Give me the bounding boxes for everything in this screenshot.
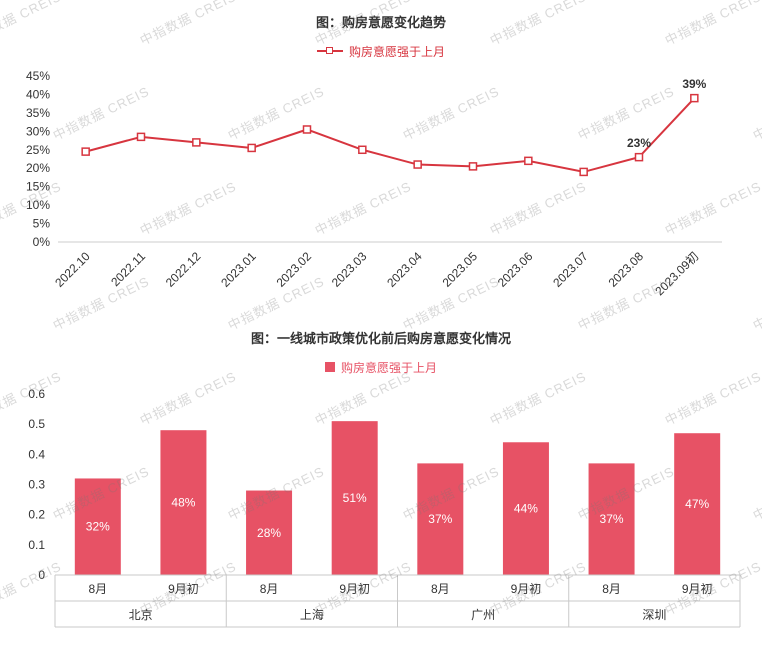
data-point-marker[interactable]	[524, 156, 533, 166]
x-axis-city-label: 广州	[471, 608, 495, 622]
data-point-label: 39%	[682, 77, 706, 91]
bar[interactable]	[502, 442, 549, 575]
x-axis-period-label: 9月初	[511, 582, 542, 596]
bar[interactable]	[331, 421, 378, 575]
bar-value-label: 48%	[171, 496, 195, 510]
x-axis-tick-label: 2022.10	[52, 249, 93, 290]
x-axis-period-label: 9月初	[339, 582, 370, 596]
line-legend-label: 购房意愿强于上月	[348, 44, 445, 59]
bar[interactable]	[417, 463, 464, 575]
line-chart-legend[interactable]: 购房意愿强于上月	[0, 42, 762, 60]
data-point-marker[interactable]	[468, 162, 478, 171]
bar-chart-section: 图：一线城市政策优化前后购房意愿变化情况 购房意愿强于上月 0 0.1 0.2 0.3…	[0, 330, 762, 650]
bar-value-label: 37%	[600, 512, 624, 526]
data-point-marker[interactable]	[247, 143, 256, 153]
y-axis-tick-label: 35%	[26, 106, 50, 120]
bar[interactable]	[674, 433, 721, 575]
data-point-label: 23%	[627, 136, 651, 150]
x-axis-tick-label: 2023.02	[274, 249, 315, 290]
x-axis-tick-label: 2022.12	[163, 249, 204, 290]
bar-legend-label: 购房意愿强于上月	[340, 360, 437, 375]
x-axis-period-label: 9月初	[168, 582, 199, 596]
line-chart-canvas: 0% 5% 10% 15% 20% 25% 30% 35% 40% 45% 23% 39% 2022.1…	[26, 69, 722, 298]
bar-value-label: 47%	[685, 497, 709, 511]
x-axis-tick-label: 2023.01	[218, 249, 259, 290]
x-axis-tick-label: 2023.04	[384, 249, 425, 290]
line-series	[85, 97, 696, 173]
x-axis-tick-label: 2022.11	[108, 249, 148, 289]
x-axis-tick-label: 2023.07	[550, 249, 591, 290]
bar-chart-legend[interactable]: 购房意愿强于上月	[0, 358, 762, 376]
y-axis-tick-label: 25%	[26, 143, 50, 157]
x-axis-city-label: 北京	[129, 608, 153, 622]
line-chart-title: 图：购房意愿变化趋势	[315, 15, 446, 30]
y-axis-tick-label: 30%	[26, 124, 50, 138]
y-axis-tick-label: 15%	[26, 180, 50, 194]
bar-value-label: 51%	[343, 491, 367, 505]
bar[interactable]	[160, 430, 207, 575]
bar-chart-canvas: 0 0.1 0.2 0.3 0.4 0.5 0.6 32% 48% 28% 51% 37% 44% 37%…	[28, 387, 741, 628]
y-axis-tick-label: 10%	[26, 198, 50, 212]
data-point-marker[interactable]	[136, 132, 146, 142]
bar-value-label: 32%	[86, 520, 110, 534]
data-point-marker[interactable]	[413, 160, 422, 169]
y-axis-tick-label: 0	[38, 568, 45, 582]
bar-value-label: 28%	[257, 526, 281, 540]
bar-value-label: 44%	[514, 502, 538, 516]
y-axis-tick-label: 0.4	[28, 447, 45, 461]
x-axis-period-label: 9月初	[682, 582, 713, 596]
data-point-marker[interactable]	[302, 125, 312, 134]
y-axis-tick-label: 45%	[26, 69, 50, 83]
data-point-marker[interactable]	[358, 145, 367, 155]
bar-value-label: 37%	[428, 512, 452, 526]
x-axis-tick-label: 2023.08	[606, 249, 647, 290]
line-series-marker-icon	[316, 47, 343, 54]
y-axis-tick-label: 0.3	[28, 478, 45, 492]
bar-series-marker-icon	[324, 362, 335, 372]
data-point-marker[interactable]	[690, 93, 699, 103]
x-axis-tick-label: 2023.06	[495, 249, 536, 290]
x-axis-period-label: 8月	[431, 582, 450, 596]
x-axis-city-label: 深圳	[642, 608, 666, 622]
data-point-marker[interactable]	[634, 152, 644, 162]
y-axis-tick-label: 5%	[33, 217, 51, 231]
y-axis-tick-label: 0.5	[28, 417, 45, 431]
data-point-marker[interactable]	[579, 167, 588, 177]
x-axis-period-label: 8月	[88, 582, 107, 596]
bar[interactable]	[74, 478, 121, 575]
bar-chart-title: 图：一线城市政策优化前后购房意愿变化情况	[250, 331, 511, 346]
y-axis-tick-label: 40%	[26, 87, 50, 101]
y-axis-tick-label: 0.6	[28, 387, 45, 401]
line-series-marker-square-icon	[325, 47, 333, 54]
data-point-marker[interactable]	[81, 147, 90, 156]
data-point-marker[interactable]	[192, 138, 201, 147]
bar[interactable]	[588, 463, 635, 575]
x-axis-tick-label: 2023.09初	[652, 249, 701, 298]
y-axis-tick-label: 0.2	[28, 508, 45, 522]
line-chart-section: 图：购房意愿变化趋势 购房意愿强于上月 0% 5% 10% 15% 20% 25% 30% 3…	[0, 0, 762, 314]
y-axis-tick-label: 0%	[33, 235, 51, 249]
y-axis-tick-label: 0.1	[28, 538, 45, 552]
x-axis-period-label: 8月	[260, 582, 279, 596]
y-axis-tick-label: 20%	[26, 161, 50, 175]
x-axis-tick-label: 2023.03	[329, 249, 370, 290]
x-axis-city-label: 上海	[300, 607, 324, 622]
bar[interactable]	[246, 490, 293, 575]
x-axis-period-label: 8月	[602, 582, 621, 596]
x-axis-tick-label: 2023.05	[440, 249, 481, 290]
